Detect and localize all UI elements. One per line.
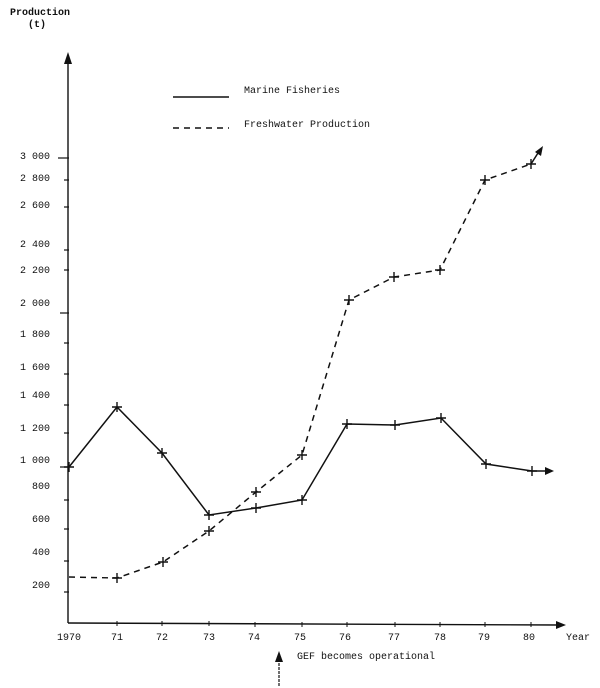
freshwater-arrow-icon [535,146,543,156]
y-tick-label: 2 800 [19,174,50,185]
y-tick-label: 2 000 [19,299,50,310]
marine-arrow-icon [545,467,554,475]
legend-label-marine: Marine Fisheries [244,86,341,97]
y-tick-label: 1 200 [19,424,50,435]
y-axis-unit: (t) [28,20,47,31]
y-tick-label: 800 [31,482,50,493]
x-tick-label: 78 [433,633,446,644]
x-axis-title: Year [566,633,591,644]
y-axis [58,52,72,623]
y-tick-label: 3 000 [19,152,50,163]
y-tick-label: 400 [31,548,50,559]
x-tick-label: 80 [522,633,535,644]
x-axis-arrow-icon [556,621,566,629]
y-tick-label: 2 200 [19,266,50,277]
y-tick-label: 2 600 [19,201,50,212]
x-tick-label: 75 [293,633,306,644]
y-tick-label: 1 800 [19,330,50,341]
x-tick-label: 1970 [56,633,81,644]
y-axis-title: Production [10,8,71,19]
annotation-gef: GEF becomes operational [297,652,436,663]
x-tick-label: 74 [247,633,260,644]
series-marine-fisheries [64,402,554,520]
y-tick-label: 600 [31,515,50,526]
y-tick-label: 200 [31,581,50,592]
x-tick-label: 76 [338,633,351,644]
series-freshwater-production [68,146,543,583]
x-tick-label: 71 [110,633,123,644]
x-tick-label: 72 [155,633,168,644]
gef-arrow-icon [275,651,283,686]
x-axis [67,621,566,629]
legend-label-freshwater: Freshwater Production [244,120,371,131]
y-tick-label: 1 400 [19,391,50,402]
x-tick-label: 73 [202,633,215,644]
x-tick-label: 79 [477,633,490,644]
y-tick-label: 1 000 [19,456,50,467]
y-axis-arrow-icon [64,52,72,64]
y-tick-label: 2 400 [19,240,50,251]
y-tick-label: 1 600 [19,363,50,374]
x-tick-label: 77 [387,633,400,644]
